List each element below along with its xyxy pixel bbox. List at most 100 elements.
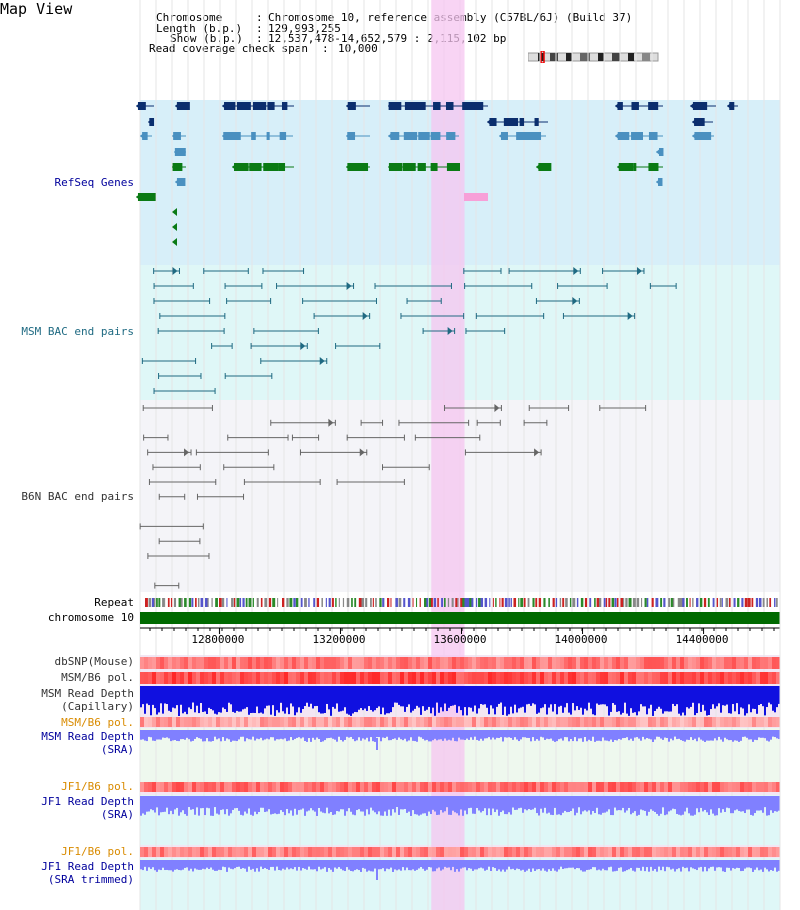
repeat-element xyxy=(398,598,402,607)
repeat-element xyxy=(510,598,512,607)
repeat-element xyxy=(620,598,624,607)
repeat-element xyxy=(625,598,628,607)
repeat-element xyxy=(513,598,517,607)
repeat-element xyxy=(433,598,437,607)
repeat-element xyxy=(572,598,576,607)
repeat-element xyxy=(594,598,596,607)
repeat-element xyxy=(462,598,465,607)
gene-exon xyxy=(633,163,637,171)
gene-exon xyxy=(237,132,241,140)
repeat-element xyxy=(535,598,538,607)
repeat-element xyxy=(277,598,279,607)
gene-arrow xyxy=(388,163,393,171)
repeat-element xyxy=(692,598,694,607)
repeat-element xyxy=(471,598,474,607)
chromosome-bar xyxy=(140,612,780,624)
repeat-element xyxy=(495,598,497,607)
repeat-element xyxy=(484,598,488,607)
gene-exon xyxy=(648,163,659,171)
repeat-element xyxy=(719,598,722,607)
header-coverage-value: 10,000 xyxy=(338,42,378,55)
gene-exon xyxy=(446,163,461,171)
gene-exon xyxy=(279,132,287,140)
repeat-element xyxy=(158,598,161,607)
header-coverage-sep: : xyxy=(322,42,329,55)
repeat-element xyxy=(264,598,268,607)
jf1-read-depth-trim-label-1: JF1 Read Depth xyxy=(41,860,134,873)
gene-exon xyxy=(618,163,634,171)
axis-tick-label: 14000000 xyxy=(554,633,608,646)
repeat-element xyxy=(703,598,707,607)
repeat-element xyxy=(286,598,289,607)
msm-b6-pol-label-1: MSM/B6 pol. xyxy=(61,671,134,684)
repeat-element xyxy=(559,598,562,607)
header-show-key: Show (b.p.) xyxy=(170,32,243,45)
gene-arrow xyxy=(656,178,661,186)
gene-exon xyxy=(281,102,288,110)
gene-exon xyxy=(462,102,476,110)
gene-exon xyxy=(223,132,238,140)
repeat-element xyxy=(211,598,213,607)
axis-ticks xyxy=(149,628,775,634)
repeat-element xyxy=(248,598,252,607)
gene-exon xyxy=(503,118,519,126)
repeat-element xyxy=(707,598,710,607)
header-chromosome-key: Chromosome xyxy=(156,11,223,24)
repeat-element xyxy=(372,598,374,607)
gene-arrow xyxy=(692,118,697,126)
msm-bac-label: MSM BAC end pairs xyxy=(21,325,134,338)
repeat-label: Repeat xyxy=(94,596,134,609)
gene-exon xyxy=(402,163,416,171)
msm-read-depth-sra-label-2: (SRA) xyxy=(100,743,134,756)
repeat-element xyxy=(430,598,433,607)
b6n-bac-label: B6N BAC end pairs xyxy=(21,490,134,503)
repeat-element xyxy=(469,598,472,607)
gene-exon xyxy=(236,102,251,110)
repeat-element xyxy=(188,598,192,607)
repeat-element xyxy=(245,598,248,607)
axis-tick-label: 12800000 xyxy=(191,633,245,646)
repeat-element xyxy=(589,598,592,607)
repeat-element xyxy=(668,598,670,607)
repeat-element xyxy=(215,598,218,607)
repeat-element xyxy=(686,598,688,607)
gene-exon xyxy=(516,132,533,140)
repeat-element xyxy=(548,598,550,607)
repeat-element xyxy=(492,598,494,607)
highlight-region xyxy=(431,0,465,910)
gene-exon xyxy=(534,118,539,126)
gene-arrow xyxy=(136,193,141,201)
repeat-element xyxy=(466,598,470,607)
gene-arrow xyxy=(346,102,351,110)
jf1-read-depth-label-1: JF1 Read Depth xyxy=(41,795,134,808)
gene-exon xyxy=(137,102,146,110)
gene-arrow xyxy=(536,163,541,171)
repeat-element xyxy=(596,598,600,607)
repeat-element xyxy=(651,598,654,607)
gene-arrow xyxy=(175,102,180,110)
jf1-b6-pol-label-2: JF1/B6 pol. xyxy=(61,845,134,858)
gene-arrow xyxy=(388,132,393,140)
repeat-element xyxy=(180,598,183,607)
repeat-element xyxy=(162,598,165,607)
repeat-element xyxy=(164,598,166,607)
gene-arrow xyxy=(346,132,351,140)
repeat-element xyxy=(641,598,643,607)
repeat-element xyxy=(361,598,364,607)
repeat-element xyxy=(712,598,715,607)
msm-read-depth-cap-label-1: MSM Read Depth xyxy=(41,687,134,700)
gene-exon xyxy=(694,118,705,126)
chromosome-ideogram[interactable] xyxy=(528,51,660,63)
jf1-read-depth-label-2: (SRA) xyxy=(100,808,134,821)
gene-exon xyxy=(694,132,712,140)
gene-exon xyxy=(430,132,441,140)
gene-exon xyxy=(249,163,262,171)
gene-exon xyxy=(251,132,256,140)
gene-arrow xyxy=(615,102,620,110)
repeat-element xyxy=(441,598,444,607)
repeat-element xyxy=(289,598,293,607)
repeat-element xyxy=(776,598,778,607)
repeat-element xyxy=(696,598,699,607)
axis-tick-label: 13200000 xyxy=(312,633,366,646)
